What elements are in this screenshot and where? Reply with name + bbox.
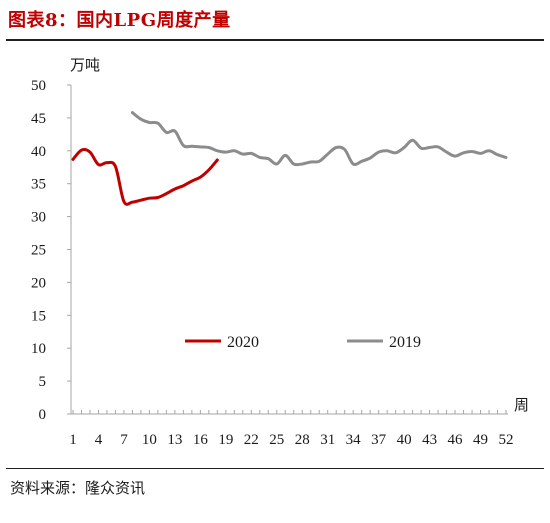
y-tick-label: 45 bbox=[31, 111, 46, 127]
y-tick-label: 5 bbox=[39, 374, 47, 390]
y-tick-label: 20 bbox=[31, 275, 46, 291]
chart-legend: 2020 2019 bbox=[185, 334, 421, 351]
y-tick-label: 0 bbox=[39, 407, 47, 423]
series-line-2020 bbox=[71, 148, 219, 206]
x-tick-label: 19 bbox=[218, 432, 233, 448]
x-tick-label: 10 bbox=[142, 432, 157, 448]
y-tick-label: 30 bbox=[31, 210, 46, 226]
x-tick-label: 28 bbox=[295, 432, 310, 448]
x-tick-label: 46 bbox=[448, 432, 464, 448]
figure-title: 图表8：国内LPG周度产量 bbox=[8, 10, 231, 31]
x-tick-label: 16 bbox=[193, 432, 209, 448]
y-tick-label: 15 bbox=[31, 308, 46, 324]
x-tick-label: 7 bbox=[120, 432, 128, 448]
y-tick-label: 10 bbox=[31, 341, 46, 357]
x-tick-label: 22 bbox=[244, 432, 259, 448]
chart-series bbox=[71, 111, 508, 206]
x-tick-label: 34 bbox=[346, 432, 362, 448]
x-tick-label: 1 bbox=[69, 432, 77, 448]
x-tick-label: 13 bbox=[167, 432, 182, 448]
legend-label-2020: 2020 bbox=[227, 334, 259, 351]
x-tick-label: 43 bbox=[422, 432, 437, 448]
legend-label-2019: 2019 bbox=[389, 334, 421, 351]
chart-axes bbox=[70, 85, 508, 415]
x-axis-label: 周 bbox=[514, 396, 529, 414]
x-tick-label: 49 bbox=[473, 432, 488, 448]
line-chart: 0 5 10 15 20 25 30 35 40 45 50 1 4 7 10 13 16 19 22 25 28 31 3… bbox=[31, 56, 529, 448]
y-tick-label: 50 bbox=[31, 78, 46, 94]
x-tick-label: 40 bbox=[397, 432, 412, 448]
x-tick-label: 4 bbox=[95, 432, 103, 448]
title-divider bbox=[6, 39, 544, 41]
y-axis-label: 万吨 bbox=[70, 56, 100, 74]
y-tick-label: 40 bbox=[31, 144, 46, 160]
y-tick-label: 25 bbox=[31, 243, 46, 259]
source-note: 资料来源：隆众资讯 bbox=[10, 479, 146, 497]
x-tick-label: 52 bbox=[499, 432, 514, 448]
source-divider bbox=[6, 468, 544, 469]
chart-ticks: 0 5 10 15 20 25 30 35 40 45 50 1 4 7 10 13 16 19 22 25 28 31 3… bbox=[31, 78, 514, 448]
series-line-2019 bbox=[130, 111, 508, 167]
x-tick-label: 25 bbox=[269, 432, 284, 448]
y-tick-label: 35 bbox=[31, 177, 46, 193]
x-tick-label: 37 bbox=[371, 432, 387, 448]
x-tick-label: 31 bbox=[320, 432, 335, 448]
